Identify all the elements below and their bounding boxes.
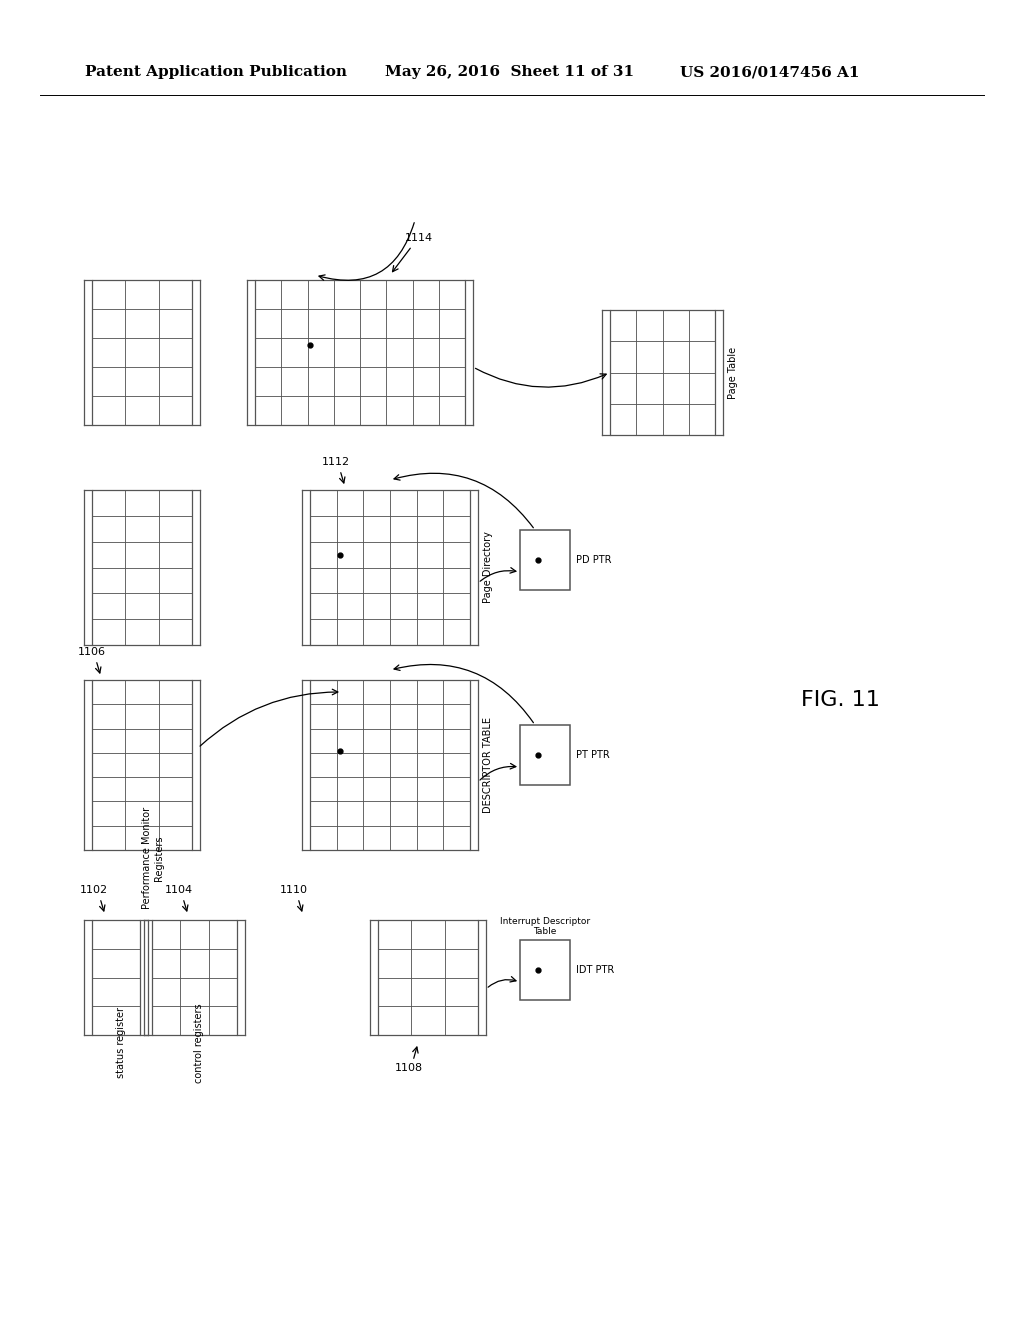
- Text: status register: status register: [116, 1007, 126, 1078]
- Bar: [520, 940, 570, 1001]
- Bar: [92, 920, 140, 1035]
- Text: 1110: 1110: [280, 884, 308, 895]
- Bar: [378, 920, 478, 1035]
- Text: Page Table: Page Table: [728, 346, 738, 399]
- Bar: [92, 490, 193, 645]
- Text: 1114: 1114: [406, 234, 433, 243]
- Text: 1102: 1102: [80, 884, 109, 895]
- Text: FIG. 11: FIG. 11: [801, 690, 880, 710]
- Text: IDT PTR: IDT PTR: [575, 965, 614, 975]
- Bar: [255, 280, 465, 425]
- Text: 1108: 1108: [395, 1063, 423, 1073]
- Bar: [152, 920, 237, 1035]
- Text: Interrupt Descriptor
Table: Interrupt Descriptor Table: [500, 916, 590, 936]
- Bar: [92, 280, 193, 425]
- Text: 1104: 1104: [165, 884, 194, 895]
- Text: control registers: control registers: [195, 1003, 205, 1082]
- Text: May 26, 2016  Sheet 11 of 31: May 26, 2016 Sheet 11 of 31: [385, 65, 634, 79]
- Bar: [310, 680, 470, 850]
- Text: Performance Monitor
Registers: Performance Monitor Registers: [142, 807, 164, 909]
- Bar: [310, 490, 470, 645]
- Text: US 2016/0147456 A1: US 2016/0147456 A1: [680, 65, 859, 79]
- Text: 1112: 1112: [322, 457, 350, 467]
- Text: PD PTR: PD PTR: [575, 554, 611, 565]
- Text: Page Directory: Page Directory: [483, 532, 493, 603]
- Text: Patent Application Publication: Patent Application Publication: [85, 65, 347, 79]
- Bar: [92, 680, 193, 850]
- Bar: [520, 725, 570, 785]
- Bar: [610, 310, 715, 436]
- Bar: [520, 531, 570, 590]
- Text: 1106: 1106: [78, 647, 106, 657]
- Text: PT PTR: PT PTR: [575, 750, 609, 760]
- Text: DESCRIPTOR TABLE: DESCRIPTOR TABLE: [483, 717, 493, 813]
